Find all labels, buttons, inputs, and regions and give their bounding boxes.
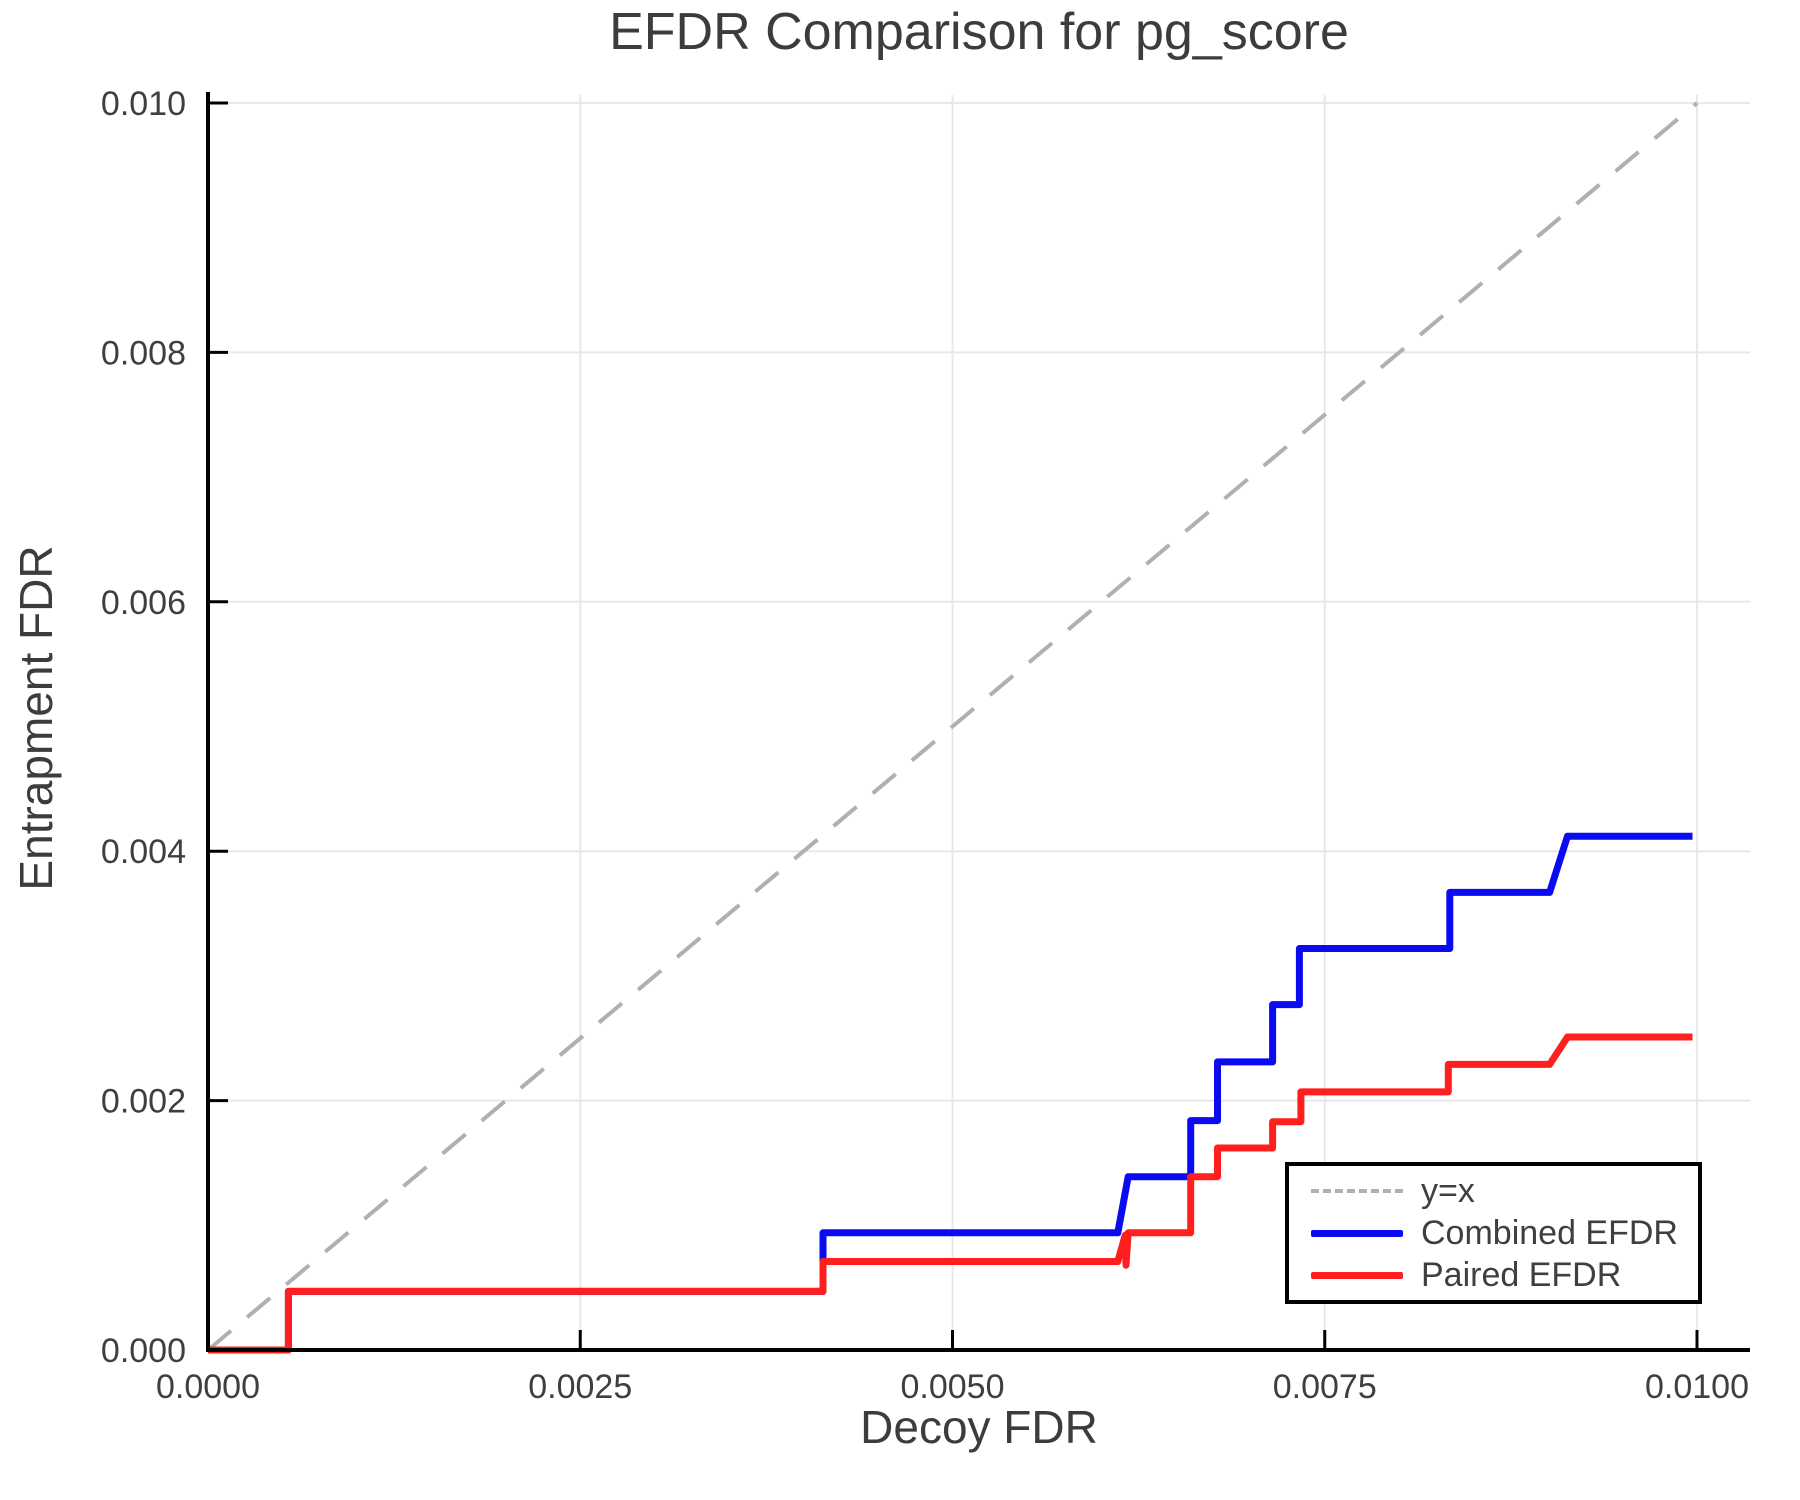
legend-label-combined-efdr: Combined EFDR <box>1421 1214 1678 1252</box>
legend-label-identity: y=x <box>1421 1172 1475 1210</box>
x-tick-label: 0.0000 <box>156 1368 260 1406</box>
chart-title: EFDR Comparison for pg_score <box>609 3 1349 61</box>
y-axis-label: Entrapment FDR <box>10 545 62 891</box>
y-tick-label: 0.002 <box>101 1083 186 1121</box>
legend-item-paired-efdr: Paired EFDR <box>1311 1258 1698 1292</box>
y-tick-label: 0.006 <box>101 584 186 622</box>
y-tick-label: 0.004 <box>101 833 186 871</box>
series-line-paired-efdr <box>208 1033 1693 1354</box>
legend-item-identity: y=x <box>1311 1174 1698 1208</box>
legend-label-paired-efdr: Paired EFDR <box>1421 1256 1622 1294</box>
y-tick-label: 0.010 <box>101 85 186 123</box>
y-tick-label: 0.008 <box>101 334 186 372</box>
x-tick-label: 0.0050 <box>901 1368 1005 1406</box>
paired-efdr-swatch <box>1311 1271 1403 1279</box>
x-tick-label: 0.0025 <box>528 1368 632 1406</box>
x-tick-label: 0.0100 <box>1645 1368 1749 1406</box>
combined-efdr-swatch <box>1311 1229 1403 1237</box>
series-line-y-x <box>206 101 1699 1352</box>
legend: y=x Combined EFDR Paired EFDR <box>1285 1162 1702 1304</box>
legend-item-combined-efdr: Combined EFDR <box>1311 1216 1698 1250</box>
y-tick-label: 0.000 <box>101 1332 186 1370</box>
x-tick-label: 0.0075 <box>1273 1368 1377 1406</box>
identity-line-swatch <box>1311 1189 1403 1193</box>
x-axis-label: Decoy FDR <box>860 1401 1098 1453</box>
